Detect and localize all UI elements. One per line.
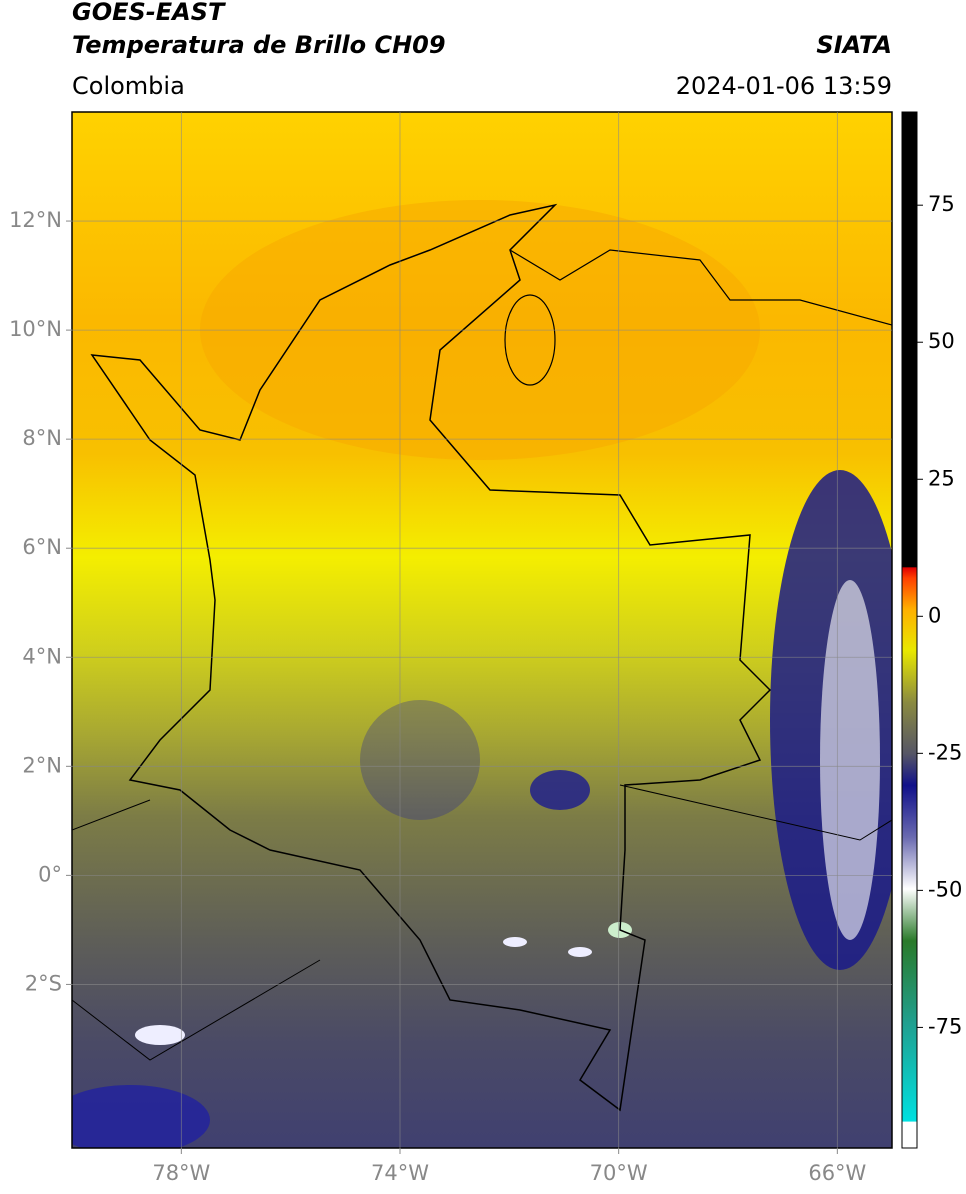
y-tick-label: 12°N — [9, 208, 62, 232]
x-tick-label: 74°W — [371, 1161, 429, 1185]
colorbar-tick-label: 50 — [928, 329, 955, 353]
subtitle: Temperatura de Brillo CH09 — [72, 31, 446, 59]
colorbar-tick-label: 75 — [928, 192, 955, 216]
datetime: 2024-01-06 13:59 — [676, 72, 892, 100]
x-tick-label: 78°W — [152, 1161, 210, 1185]
y-tick-label: 10°N — [9, 317, 62, 341]
y-tick-label: 2°N — [22, 753, 62, 777]
colorbar — [901, 111, 918, 1149]
title: GOES-EAST — [72, 0, 226, 26]
colorbar-tick-label: 25 — [928, 466, 955, 490]
y-tick-label: 6°N — [22, 535, 62, 559]
colorbar-tick-label: -50 — [928, 877, 962, 901]
y-tick-label: 4°N — [22, 644, 62, 668]
x-tick-label: 70°W — [590, 1161, 648, 1185]
colorbar-tick-label: -25 — [928, 740, 962, 764]
map-frame — [71, 111, 893, 1149]
source: SIATA — [816, 31, 892, 59]
y-tick-label: 2°S — [25, 971, 62, 995]
y-tick-label: 8°N — [22, 426, 62, 450]
colorbar-tick-label: -75 — [928, 1014, 962, 1038]
region: Colombia — [72, 72, 185, 100]
imagery — [72, 112, 892, 1148]
x-tick-label: 66°W — [808, 1161, 866, 1185]
colorbar-tick-label: 0 — [928, 603, 941, 627]
y-tick-label: 0° — [38, 862, 62, 886]
